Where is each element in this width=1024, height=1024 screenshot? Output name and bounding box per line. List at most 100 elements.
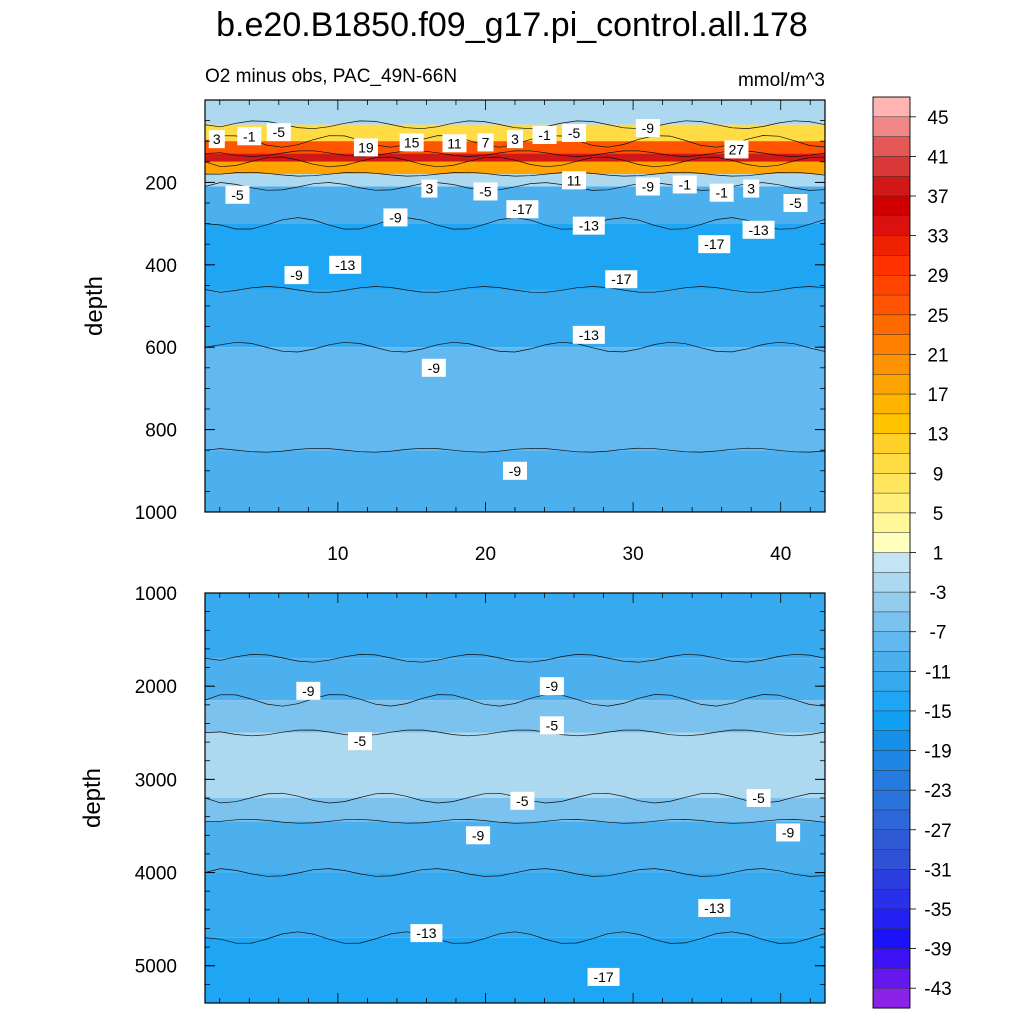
contour-label-box [672,175,697,194]
contour-label: -17 [611,271,631,287]
contour-label-box [503,461,527,480]
x-tick-label: 20 [475,544,496,565]
contour-label-box [208,130,225,149]
contour-label-box [466,826,491,845]
contour-line [205,818,825,824]
x-tick-label: 40 [770,544,791,565]
y-tick-label: 400 [145,256,177,277]
colorbar-label: -31 [924,860,951,881]
contour-label: -9 [389,209,402,225]
contour-label-box [539,677,564,696]
contour-label: -5 [568,125,581,141]
contour-label-box [296,681,321,700]
contour-label-box [562,123,587,142]
colorbar-label: -43 [924,979,951,1000]
contour-label: -17 [704,236,724,252]
colorbar-label: 25 [927,306,948,327]
colorbar-swatch [872,888,911,910]
contour-label: -13 [579,327,599,343]
colorbar-swatch [872,96,911,118]
chart-subtitle: O2 minus obs, PAC_49N-66N [205,66,457,87]
colorbar-swatch [872,987,911,1009]
colorbar-swatch [872,215,911,237]
contour-label: 3 [747,181,755,197]
contour-label-box [399,133,424,152]
contour-band [205,872,825,938]
colorbar-swatch [872,492,911,514]
colorbar-swatch [872,849,911,870]
colorbar-swatch [872,552,911,573]
colorbar-swatch [872,354,911,375]
contour-label: -9 [509,463,522,479]
contour-label: -17 [593,969,613,985]
contour-line [205,729,825,737]
colorbar-swatch [872,433,911,455]
contour-line [205,868,825,877]
y-tick-label: 1000 [135,584,177,605]
y-tick-label: 600 [145,338,177,359]
colorbar-swatch [872,136,911,157]
colorbar-swatch [872,928,911,950]
contour-label: 19 [358,139,374,155]
colorbar-swatch [872,116,911,138]
contour-band [205,153,825,162]
contour-label: 3 [213,131,221,147]
contour-label-box [698,898,731,917]
colorbar-swatch [872,789,911,811]
contour-label: 3 [511,131,519,147]
contour-label: -9 [642,120,655,136]
colorbar-swatch [872,334,911,356]
contour-label-box [225,185,250,204]
contour-band [205,347,825,451]
contour-label-box [698,235,731,254]
x-axis: 10 20 30 40 [327,544,791,565]
colorbar-swatch [872,255,911,276]
y-tick-label: 800 [145,421,177,442]
colorbar-label: 9 [933,464,944,485]
y-tick-label: 200 [145,173,177,194]
contour-band [205,161,825,175]
colorbar-label: -27 [924,821,951,842]
colorbar-swatch [872,195,911,217]
colorbar-swatch [872,611,911,633]
contour-band [205,700,825,733]
colorbar-swatch [872,572,911,593]
colorbar-label: 29 [927,266,948,287]
contour-label: -13 [704,900,724,916]
y-tick-label: 3000 [135,770,177,791]
colorbar-label: -19 [924,742,951,763]
colorbar-label: 21 [927,345,948,366]
colorbar-label: -15 [924,702,951,723]
contour-label-box [284,266,309,285]
colorbar-label: 13 [927,425,948,446]
x-tick-label: 30 [623,544,644,565]
colorbar-swatch [872,829,911,851]
colorbar-label: 41 [927,147,948,168]
contour-label: -13 [335,257,355,273]
contour-band [205,732,825,798]
contour-label: -5 [516,793,529,809]
colorbar-swatch [872,809,911,831]
y-tick-label: 1000 [135,503,177,524]
colorbar-swatch [872,294,911,316]
contour-label: -5 [789,195,802,211]
contour-label-box [709,183,734,202]
contour-label: -1 [243,128,256,144]
contour-band [205,450,825,512]
contour-label: -13 [748,222,768,238]
contour-label: -17 [512,201,532,217]
contour-line [205,156,825,168]
colorbar-swatch [872,908,911,930]
contour-label-box [776,823,801,842]
contour-band [205,289,825,348]
contour-label: -5 [752,790,765,806]
contour-label: -5 [273,124,286,140]
contour-label: -1 [679,176,692,192]
colorbar-swatch [872,591,911,613]
contour-label: -5 [479,183,492,199]
colorbar-swatch [872,948,911,969]
upper-y-axis-label: depth [81,276,108,336]
contour-label-box [783,194,808,212]
colorbar-swatch [872,473,911,494]
colorbar-label: 1 [933,544,944,565]
